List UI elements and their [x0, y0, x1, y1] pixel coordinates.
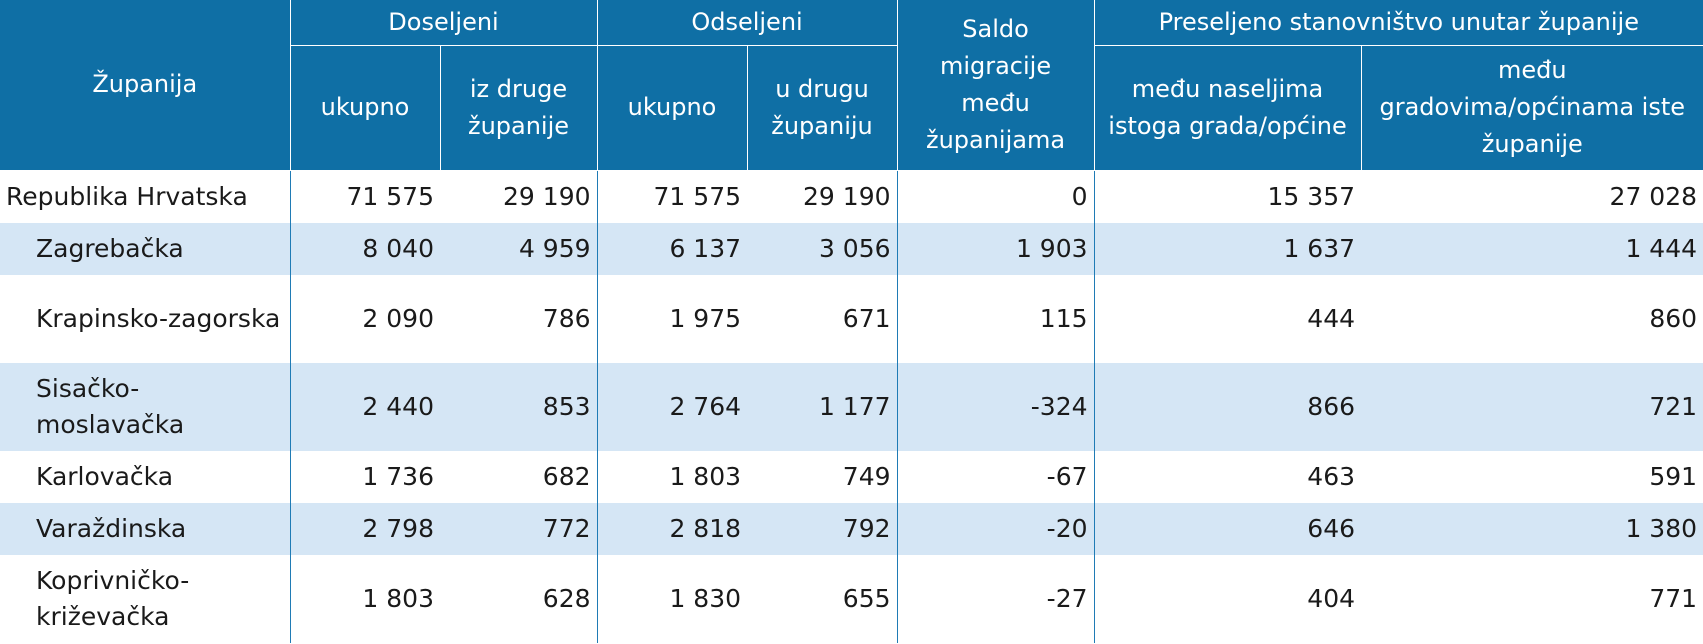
- balance-cell: 115: [897, 274, 1095, 363]
- header-imm-other: iz druge županije: [440, 45, 598, 171]
- imm-total-cell: 1 736: [362, 461, 434, 491]
- emi-other-cell: 655: [747, 554, 898, 643]
- county-name: Koprivničko-križevačka: [0, 554, 291, 643]
- imm-total-cell: 1 803: [362, 583, 434, 613]
- header-emi-other: u drugu županiju: [747, 45, 898, 171]
- header-balance: Saldo migracije među županijama: [897, 0, 1095, 171]
- table-row: Koprivničko-križevačka 1 803 628 1 830 6…: [0, 554, 1703, 643]
- county-name: Varaždinska: [0, 502, 291, 555]
- header-immigrated: Doseljeni: [290, 0, 598, 46]
- table-row: Varaždinska 2 798 772 2 818 792 -20 646 …: [0, 502, 1703, 555]
- imm-other-cell: 628: [440, 554, 598, 643]
- table-row: Republika Hrvatska 71 575 29 190 71 575 …: [0, 170, 1703, 223]
- county-name: Republika Hrvatska: [0, 170, 291, 223]
- balance-cell: -20: [897, 502, 1095, 555]
- towns-cell: 591: [1649, 461, 1698, 491]
- emi-total-cell: 71 575: [653, 181, 742, 211]
- table-row: Sisačko-moslavačka 2 440 853 2 764 1 177…: [0, 362, 1703, 451]
- county-name: Krapinsko-zagorska: [0, 274, 291, 363]
- header-imm-total: ukupno: [290, 45, 441, 171]
- imm-other-cell: 772: [440, 502, 598, 555]
- towns-cell: 860: [1649, 303, 1698, 333]
- emi-total-cell: 1 830: [669, 583, 742, 613]
- header-emigrated: Odseljeni: [597, 0, 898, 46]
- county-name: Zagrebačka: [0, 222, 291, 275]
- header-within-county: Preseljeno stanovništvo unutar županije: [1094, 0, 1703, 46]
- emi-total-cell: 1 803: [669, 461, 742, 491]
- county-name: Sisačko-moslavačka: [0, 362, 291, 451]
- imm-total-cell: 8 040: [290, 222, 440, 275]
- imm-total-cell: 2 798: [290, 502, 440, 555]
- emi-total-cell: 2 818: [597, 502, 748, 555]
- imm-other-cell: 786: [440, 274, 598, 363]
- header-emi-total: ukupno: [597, 45, 748, 171]
- header-within-towns: među gradovima/općinama iste županije: [1361, 45, 1703, 171]
- balance-cell: -324: [897, 362, 1095, 451]
- emi-other-cell: 29 190: [747, 170, 898, 223]
- table-row: Zagrebačka 8 040 4 959 6 137 3 056 1 903…: [0, 222, 1703, 275]
- settlements-cell: 866: [1094, 362, 1362, 451]
- towns-cell: 721: [1361, 362, 1703, 451]
- imm-total-cell: 2 090: [362, 303, 434, 333]
- balance-cell: -67: [897, 450, 1095, 503]
- header-within-settlements: među naseljima istoga grada/općine: [1094, 45, 1362, 171]
- imm-other-cell: 853: [440, 362, 598, 451]
- settlements-cell: 404: [1307, 583, 1356, 613]
- county-name: Karlovačka: [0, 450, 291, 503]
- settlements-cell: 1 637: [1094, 222, 1362, 275]
- settlements-cell: 444: [1307, 303, 1356, 333]
- emi-other-cell: 1 177: [747, 362, 898, 451]
- imm-other-cell: 682: [440, 450, 598, 503]
- emi-total-cell: 2 764: [597, 362, 748, 451]
- emi-other-cell: 749: [747, 450, 898, 503]
- emi-other-cell: 792: [747, 502, 898, 555]
- imm-other-cell: 29 190: [440, 170, 598, 223]
- towns-cell: 771: [1649, 583, 1698, 613]
- table-row: Karlovačka 1 736 682 1 803 749 -67 463 5…: [0, 450, 1703, 503]
- balance-cell: 1 903: [897, 222, 1095, 275]
- towns-cell: 1 444: [1361, 222, 1703, 275]
- imm-total-cell: 71 575: [346, 181, 434, 211]
- emi-other-cell: 3 056: [747, 222, 898, 275]
- table-row: Krapinsko-zagorska 2 090 786 1 975 671 1…: [0, 274, 1703, 363]
- settlements-cell: 463: [1307, 461, 1356, 491]
- header-county: Županija: [0, 0, 291, 171]
- balance-cell: -27: [897, 554, 1095, 643]
- settlements-cell: 15 357: [1267, 181, 1356, 211]
- emi-total-cell: 1 975: [669, 303, 742, 333]
- towns-cell: 1 380: [1361, 502, 1703, 555]
- balance-cell: 0: [897, 170, 1095, 223]
- imm-total-cell: 2 440: [290, 362, 440, 451]
- imm-other-cell: 4 959: [440, 222, 598, 275]
- settlements-cell: 646: [1094, 502, 1362, 555]
- emi-total-cell: 6 137: [597, 222, 748, 275]
- emi-other-cell: 671: [747, 274, 898, 363]
- towns-cell: 27 028: [1609, 181, 1698, 211]
